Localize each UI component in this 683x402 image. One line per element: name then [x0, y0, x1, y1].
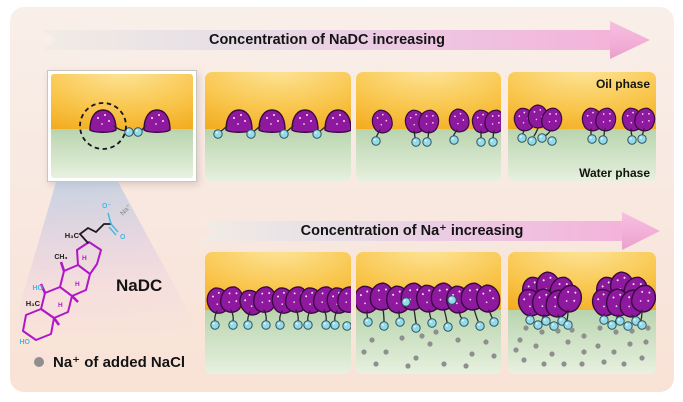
legend: Na⁺ of added NaCl — [34, 353, 185, 371]
water-layer — [205, 129, 351, 182]
particles-layer: Oil phase Water phase — [510, 77, 656, 180]
panel-nadc-4: Oil phase Water phase — [508, 72, 656, 182]
h-label: H — [75, 281, 80, 288]
surfactant-particles — [510, 104, 656, 146]
sodium-ions — [361, 329, 497, 369]
ho-label: HO — [20, 339, 31, 346]
ch3-label: CH₃ — [54, 254, 67, 261]
particles-layer — [369, 106, 501, 147]
surfactant-particles — [369, 106, 501, 147]
na-arrow — [200, 221, 624, 241]
panel-na-3 — [508, 252, 656, 374]
h3c-label: H₃C — [26, 299, 41, 308]
h3c-label: H₃C — [65, 231, 80, 240]
surfactant-particles — [356, 280, 501, 333]
particles-layer — [356, 280, 501, 369]
sodium-dot-icon — [34, 357, 44, 367]
sodium-ions — [513, 325, 651, 367]
panel-na-1 — [205, 252, 351, 374]
water-phase-label: Water phase — [579, 166, 650, 180]
particles-layer — [205, 283, 351, 331]
water-layer — [51, 129, 193, 178]
particles-layer — [513, 270, 656, 367]
particles-layer — [79, 102, 171, 150]
panel-nadc-2 — [205, 72, 351, 182]
legend-label: Na⁺ of added NaCl — [53, 354, 186, 371]
nadc-arrow-label: Concentration of NaDC increasing — [208, 32, 446, 48]
o-minus-label: O⁻ — [102, 203, 111, 210]
molecule-name: NaDC — [116, 276, 163, 295]
molecule-labels: H₃C CH₃ H₃C HO HO H H H O O⁻ Na⁺ — [20, 202, 134, 346]
panel-nadc-3 — [356, 72, 501, 182]
nadc-arrow — [42, 30, 612, 50]
surfactant-particles — [213, 109, 351, 139]
steroid-rings — [22, 241, 102, 341]
na-ion-label: Na⁺ — [119, 202, 134, 217]
na-arrow-label: Concentration of Na⁺ increasing — [300, 223, 524, 239]
panel-frame — [47, 70, 197, 182]
h-label: H — [82, 255, 87, 262]
side-chain — [79, 223, 112, 244]
h-label: H — [58, 302, 63, 309]
nadc-structure: H₃C CH₃ H₃C HO HO H H H O O⁻ Na⁺ — [20, 202, 134, 346]
carboxylate-bonds — [107, 212, 119, 236]
surfactant-particles — [205, 283, 351, 331]
ho-label: HO — [33, 285, 44, 292]
surfactant-particles — [513, 270, 656, 331]
panel-nadc-1 — [51, 74, 193, 178]
particles-layer — [213, 109, 351, 139]
oil-phase-label: Oil phase — [596, 77, 650, 91]
o-label: O — [120, 234, 126, 241]
panel-na-2 — [356, 252, 501, 374]
zoom-circle — [79, 102, 127, 150]
surfactant-particles — [89, 109, 171, 137]
